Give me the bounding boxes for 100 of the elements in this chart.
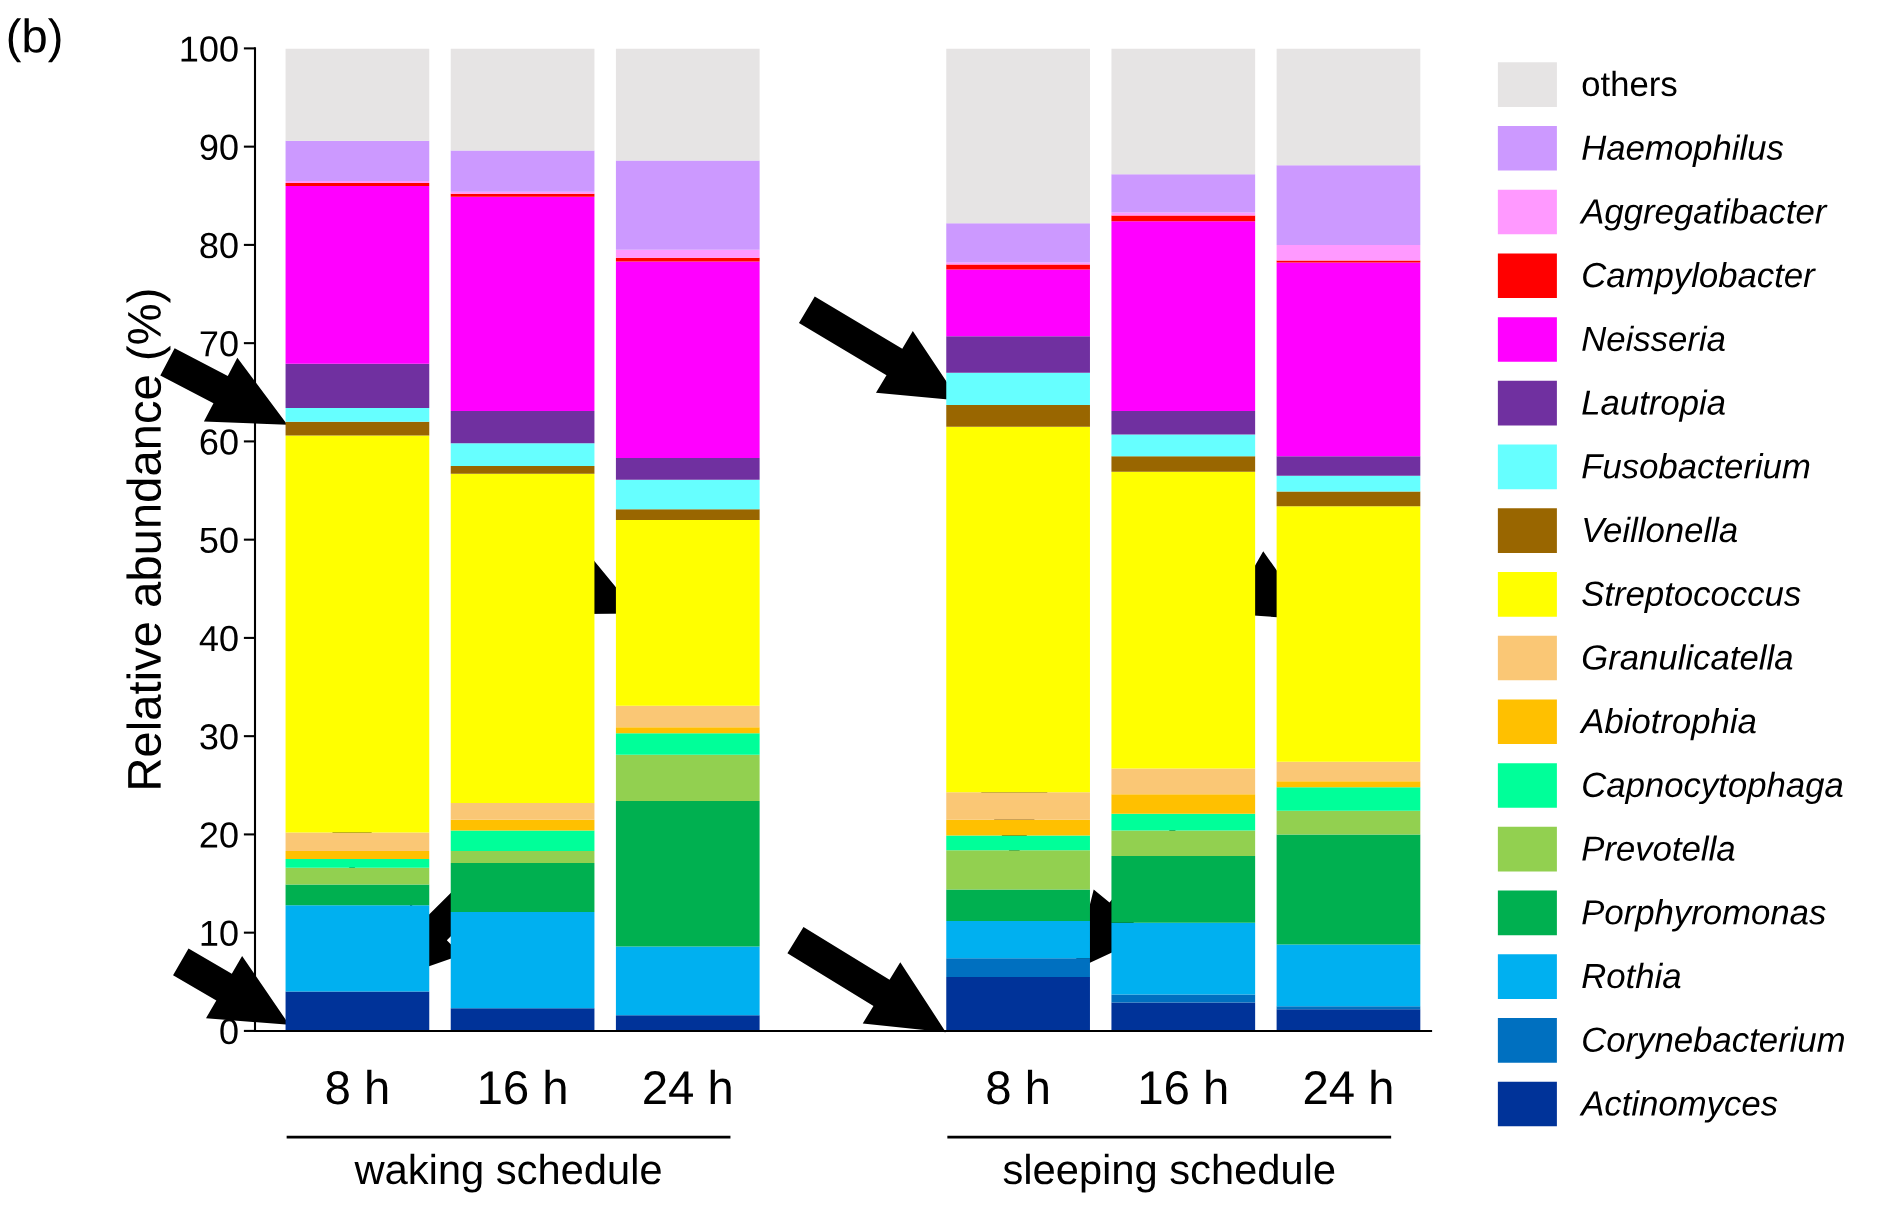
- bar: [615, 261, 760, 459]
- legend-label: Lautropia: [1582, 389, 1725, 422]
- bar: [1111, 768, 1256, 795]
- x-tick-label: 16 h: [480, 1069, 566, 1105]
- bar: [615, 160, 760, 250]
- x-tick-label: 8 h: [326, 1069, 388, 1105]
- y-tick-label: 70: [200, 331, 238, 357]
- bar: [946, 958, 1090, 977]
- bar: [615, 801, 760, 947]
- bar: [450, 819, 595, 831]
- bar: [1276, 1009, 1421, 1031]
- y-tick-label: 80: [200, 232, 238, 259]
- y-tick-label: 20: [200, 822, 238, 848]
- bar: [946, 792, 1090, 820]
- bar: [615, 754, 760, 802]
- bar: [450, 851, 595, 863]
- text: (b): [8, 18, 61, 63]
- bar: [615, 520, 760, 706]
- bar: [1111, 813, 1256, 831]
- bar: [1111, 471, 1256, 769]
- legend-label: Abiotrophia: [1579, 707, 1756, 741]
- bar: [615, 479, 760, 510]
- bar: [1276, 456, 1421, 476]
- legend-label: others: [1582, 70, 1677, 97]
- legend-label: Corynebacterium: [1583, 1026, 1844, 1059]
- bar: [946, 889, 1090, 921]
- bar: [1276, 262, 1421, 457]
- bar: [615, 48, 760, 161]
- bar: [946, 405, 1090, 427]
- bar: [615, 509, 760, 521]
- bar: [450, 150, 595, 192]
- bar: [285, 851, 430, 859]
- bar: [285, 185, 430, 364]
- legend-label: Veillonella: [1584, 516, 1737, 543]
- bar: [1111, 794, 1256, 814]
- bar: [450, 473, 595, 803]
- bar: [946, 223, 1090, 263]
- bar: [1111, 221, 1256, 411]
- bar: [450, 48, 595, 151]
- bar: [285, 858, 430, 868]
- bar: [1276, 761, 1421, 782]
- bar: [946, 850, 1090, 890]
- bar: [450, 465, 595, 474]
- bar: [946, 426, 1090, 793]
- bar: [1276, 787, 1421, 811]
- bar: [1276, 244, 1421, 261]
- legend-label: Fusobacterium: [1582, 453, 1810, 479]
- bar: [285, 435, 430, 833]
- text: sleeping schedule: [1003, 1153, 1335, 1193]
- bar: [615, 946, 760, 1016]
- bar: [285, 867, 430, 885]
- bar: [1111, 456, 1256, 472]
- bar: [1276, 781, 1421, 788]
- bar: [1111, 434, 1256, 457]
- bar: [1276, 506, 1421, 762]
- y-axis-title: Relative abundance (%): [126, 290, 171, 788]
- bar: [615, 733, 760, 755]
- bar: [1276, 810, 1421, 835]
- bar: [1111, 174, 1256, 213]
- bar: [285, 421, 430, 436]
- legend-label: Actinomyces: [1579, 1090, 1778, 1123]
- bar: [285, 832, 430, 852]
- bar: [450, 802, 595, 820]
- legend-label: Haemophilus: [1582, 134, 1784, 167]
- y-tick-label: 10: [201, 920, 238, 947]
- legend-label: Capnocytophaga: [1583, 771, 1843, 805]
- bar: [450, 196, 595, 411]
- bar: [1111, 1002, 1256, 1031]
- bar: [615, 727, 760, 734]
- bar: [615, 1015, 760, 1031]
- bar: [615, 705, 760, 728]
- bar: [1276, 475, 1421, 492]
- legend-label: Aggregatibacter: [1579, 198, 1828, 231]
- bar: [1276, 944, 1421, 1007]
- bar: [1111, 410, 1256, 435]
- bar: [615, 249, 760, 258]
- bar: [1276, 834, 1421, 945]
- y-tick-label: 30: [200, 724, 238, 750]
- bar: [1111, 212, 1256, 216]
- bar: [1276, 1006, 1421, 1010]
- bar: [450, 1008, 595, 1031]
- y-tick-label: 0: [220, 1018, 238, 1045]
- y-tick-label: 60: [200, 429, 238, 455]
- bar: [1276, 491, 1421, 507]
- bar: [1111, 215, 1256, 222]
- legend-label: Rothia: [1582, 962, 1681, 989]
- y-tick-label: 90: [200, 134, 238, 161]
- bar: [285, 48, 430, 141]
- bar: [946, 835, 1090, 851]
- bar: [285, 140, 430, 182]
- x-tick-label: 24 h: [1304, 1069, 1392, 1105]
- bar: [1276, 165, 1421, 245]
- bar: [450, 862, 595, 913]
- bar: [450, 830, 595, 852]
- bar: [450, 410, 595, 444]
- legend-label: Neisseria: [1582, 325, 1725, 352]
- legend-label: Porphyromonas: [1582, 899, 1826, 932]
- y-tick-label: 100: [181, 36, 238, 62]
- legend-label: Granulicatella: [1582, 644, 1793, 670]
- bar: [615, 458, 760, 480]
